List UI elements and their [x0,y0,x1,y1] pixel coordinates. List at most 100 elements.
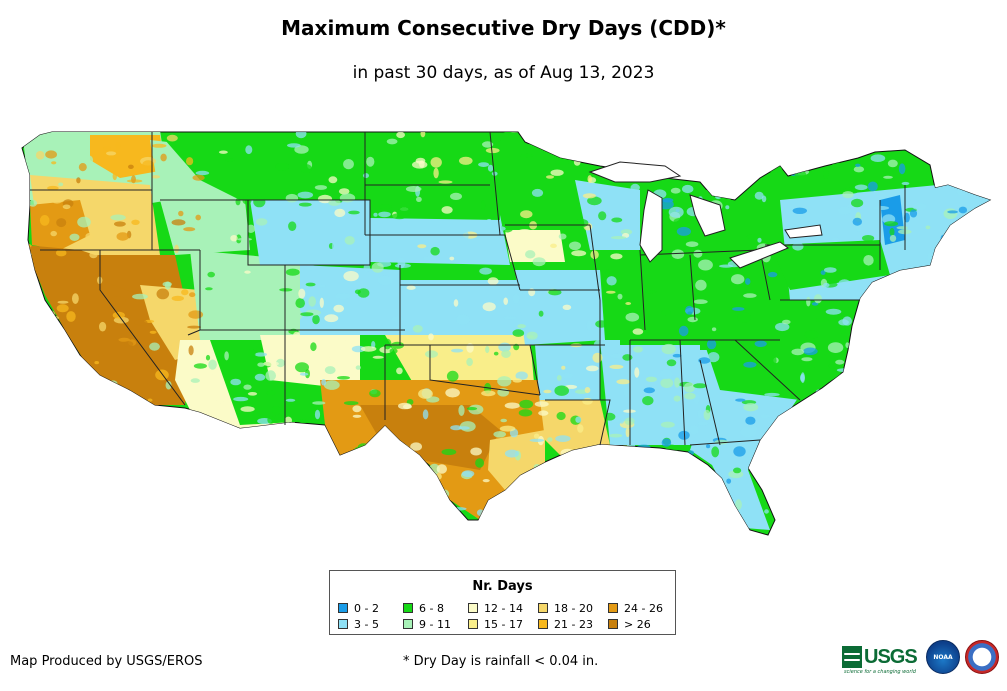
data-speckle [831,392,843,399]
data-speckle [263,361,279,367]
data-speckle [173,477,183,485]
data-speckle [302,473,312,482]
data-speckle [62,472,71,483]
data-speckle [849,388,866,394]
data-speckle [314,185,327,190]
data-speckle [902,132,918,135]
data-speckle [910,437,924,445]
data-speckle [714,156,731,161]
data-speckle [466,343,474,353]
data-speckle [290,516,295,525]
data-speckle [240,406,255,412]
data-speckle [166,525,179,531]
data-speckle [661,343,676,355]
data-speckle [412,160,428,169]
data-speckle [171,341,179,353]
legend-swatch [403,603,413,613]
data-speckle [293,331,301,339]
data-speckle [625,302,632,305]
data-speckle [627,441,636,449]
data-speckle [340,340,352,346]
data-speckle [683,382,695,393]
data-speckle [149,507,157,518]
data-speckle [298,419,309,424]
data-speckle [323,380,340,390]
data-speckle [586,320,592,331]
data-speckle [800,374,805,382]
data-speckle [775,322,790,332]
data-speckle [907,478,922,489]
data-speckle [799,132,813,134]
data-speckle [970,448,978,460]
state-border-line [99,250,186,406]
data-speckle [610,236,627,240]
data-speckle [582,193,597,199]
data-speckle [611,476,617,484]
data-speckle [725,205,730,210]
data-speckle [733,467,742,474]
data-speckle [170,486,185,493]
data-speckle [456,314,470,325]
data-speckle [50,230,57,237]
data-speckle [209,374,221,379]
data-speckle [802,364,815,369]
data-speckle [243,384,252,390]
data-speckle [493,351,499,356]
data-speckle [285,398,296,402]
data-speckle [267,415,275,424]
data-speckle [131,219,140,225]
data-speckle [953,353,966,359]
state-border-line [689,439,761,446]
data-speckle [648,504,658,509]
data-speckle [328,199,341,206]
data-speckle [312,401,326,405]
data-speckle [906,132,920,135]
data-speckle [631,507,637,513]
data-speckle [575,416,582,423]
data-speckle [948,137,960,144]
nws-logo [965,640,999,674]
data-speckle [977,176,990,185]
data-speckle [856,365,868,371]
data-speckle [861,313,867,322]
data-speckle [217,514,230,521]
data-speckle [924,356,937,361]
data-speckle [637,493,642,504]
data-speckle [23,372,30,382]
data-speckle [582,508,590,512]
legend-item: 15 - 17 [468,618,523,631]
data-speckle [360,346,377,352]
zone-sd-blue [370,215,510,265]
data-speckle [889,227,895,236]
data-speckle [395,443,410,453]
data-speckle [482,141,494,148]
data-speckle [661,438,672,447]
data-speckle [343,159,354,170]
data-speckle [80,491,94,502]
data-speckle [659,369,673,380]
data-speckle [533,433,540,439]
data-speckle [764,392,780,397]
data-speckle [173,422,182,430]
data-speckle [144,474,159,484]
data-speckle [378,211,391,218]
data-speckle [373,212,378,217]
data-speckle [811,492,827,501]
data-speckle [973,299,984,311]
legend-swatch [338,603,348,613]
data-speckle [519,153,535,158]
legend-swatch [538,603,548,613]
data-speckle [744,162,752,169]
data-speckle [460,337,467,347]
data-speckle [925,475,941,481]
data-speckle [77,216,91,228]
data-speckle [622,354,633,361]
data-speckle [555,435,571,442]
data-speckle [481,390,496,397]
data-speckle [562,304,572,310]
data-speckle [943,208,958,219]
data-speckle [896,226,908,230]
data-speckle [706,444,711,449]
data-speckle [685,305,694,315]
data-speckle [692,464,705,468]
